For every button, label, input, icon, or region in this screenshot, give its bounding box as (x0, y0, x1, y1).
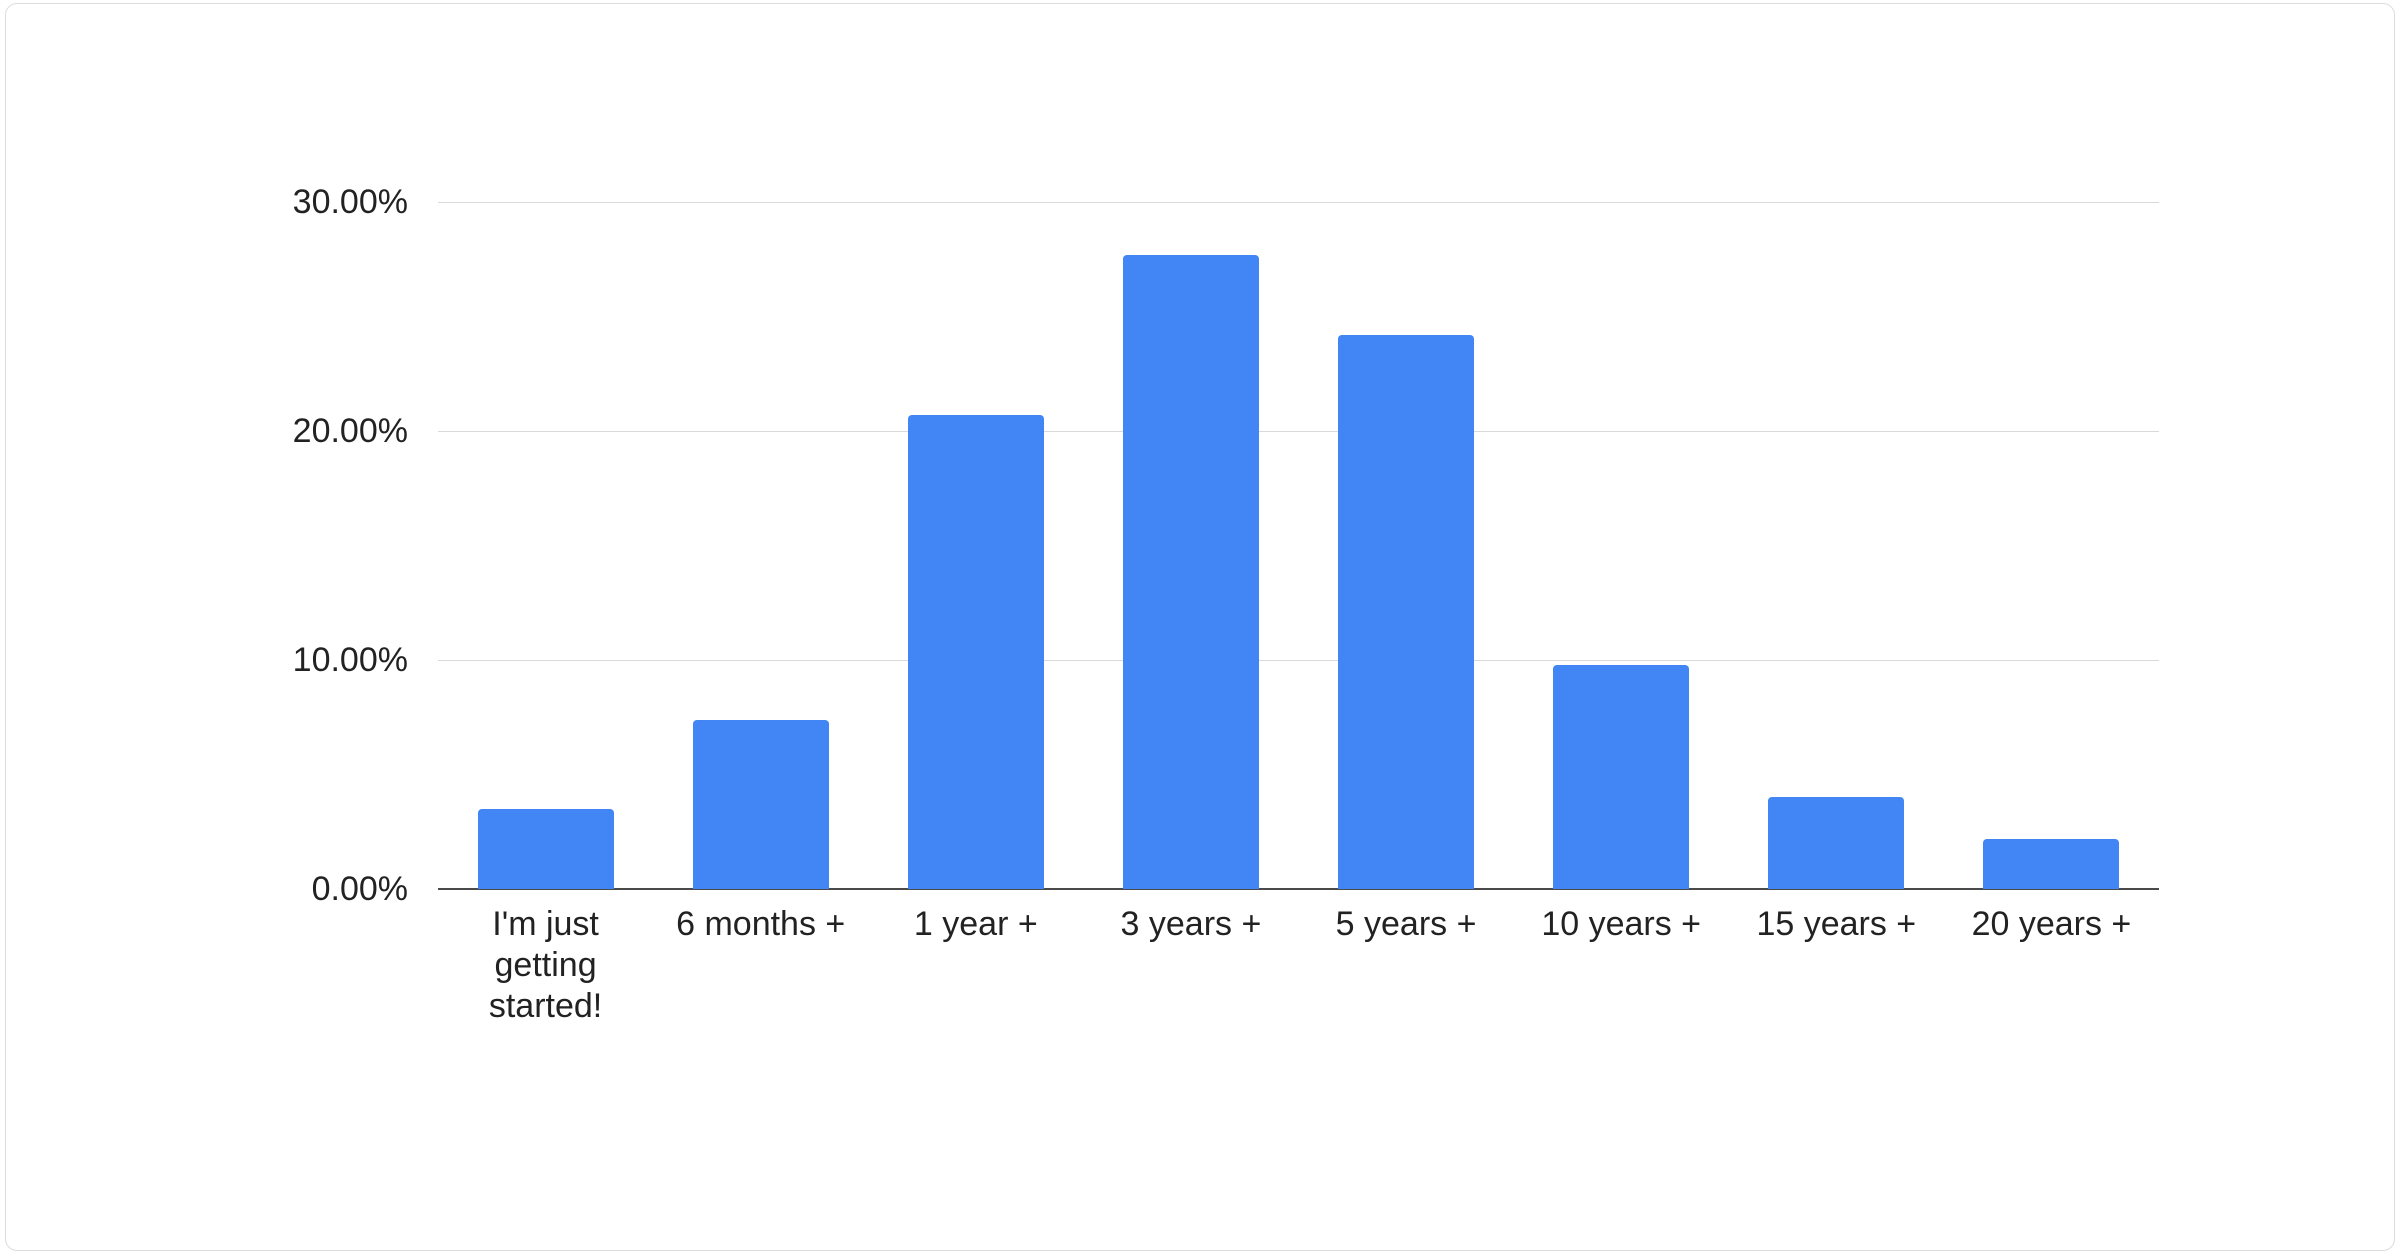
bar-slot (1514, 4, 1729, 889)
bars-layer (438, 4, 2159, 889)
x-tick-label: I'm just getting started! (488, 905, 603, 1025)
y-axis: 30.00% 20.00% 10.00% 0.00% (148, 4, 408, 1250)
y-tick-label-10: 10.00% (292, 641, 408, 679)
bar[interactable] (907, 414, 1044, 889)
bar-slot (1299, 4, 1514, 889)
y-tick-label-20: 20.00% (292, 412, 408, 450)
bar-slot (438, 4, 653, 889)
bar-slot (868, 4, 1083, 889)
bar[interactable] (1983, 838, 2120, 889)
y-tick-label-0: 0.00% (311, 870, 408, 908)
gridline-30 (438, 202, 2159, 203)
bar[interactable] (1768, 797, 1905, 889)
bar[interactable] (1122, 254, 1259, 889)
x-tick-label: 20 years + (1971, 905, 2132, 943)
gridline-10 (438, 660, 2159, 661)
bar[interactable] (1338, 334, 1475, 889)
bar[interactable] (692, 719, 829, 889)
bar-slot (1729, 4, 1944, 889)
bar-slot (653, 4, 868, 889)
x-tick-label: 5 years + (1335, 905, 1477, 943)
gridline-20 (438, 431, 2159, 432)
x-tick-label: 3 years + (1120, 905, 1262, 943)
y-tick-label-30: 30.00% (292, 183, 408, 221)
x-tick-label: 6 months + (676, 905, 846, 943)
x-axis: I'm just getting started! 6 months + 1 yea… (438, 904, 2159, 1124)
x-tick-label: 10 years + (1541, 905, 1702, 943)
bar-slot (1083, 4, 1298, 889)
x-axis-line (438, 888, 2159, 890)
bar[interactable] (477, 808, 614, 889)
bar[interactable] (1553, 664, 1690, 889)
x-tick-label: 15 years + (1756, 905, 1917, 943)
bar-slot (1944, 4, 2159, 889)
plot-area (438, 202, 2159, 890)
chart-card: 30.00% 20.00% 10.00% 0.00% I'm just gett… (5, 3, 2395, 1251)
x-tick-label: 1 year + (913, 905, 1038, 943)
